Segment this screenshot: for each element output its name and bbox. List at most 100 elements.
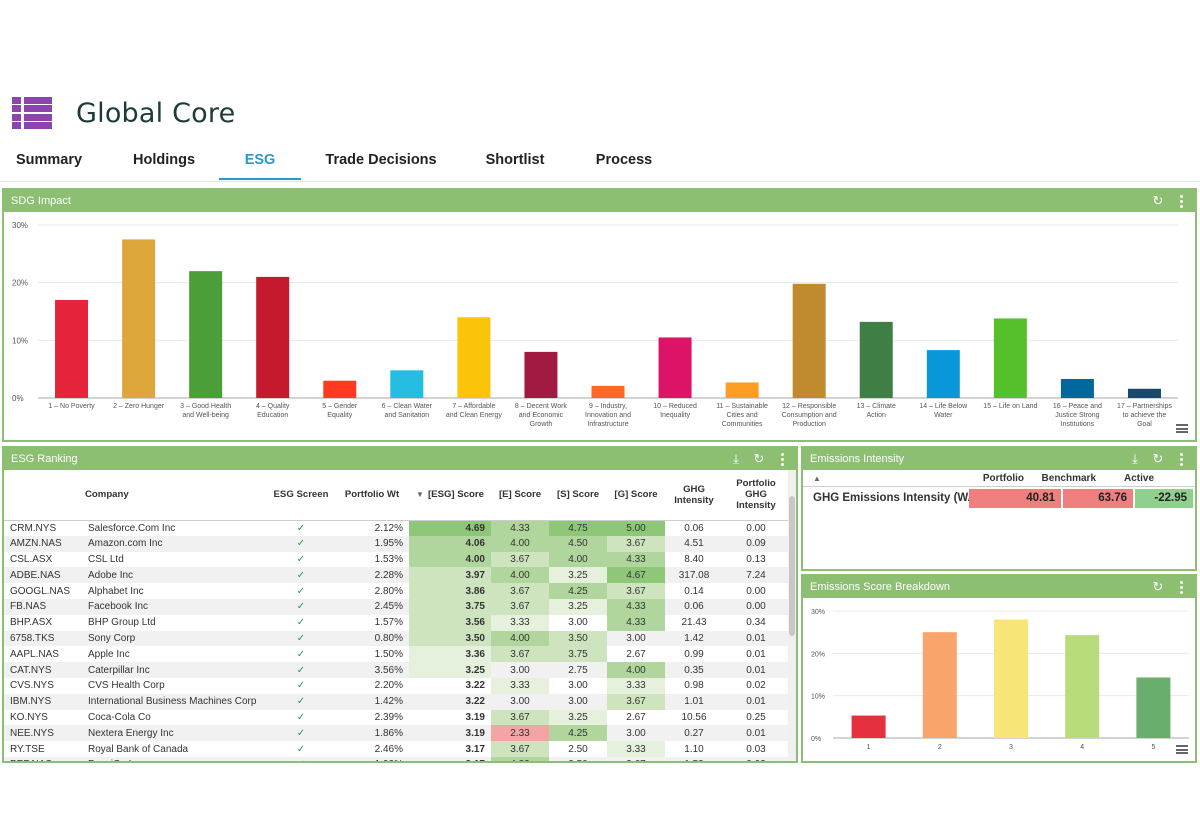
bar[interactable] bbox=[256, 276, 290, 398]
ghg-intensity-cell: 10.56 bbox=[681, 711, 707, 723]
ticker-cell: CAT.NYS bbox=[4, 662, 82, 678]
column-header-esg-score[interactable]: ▼ [ESG] Score bbox=[409, 470, 491, 521]
portfolio-ghg-cell: 0.01 bbox=[723, 693, 788, 710]
vertical-scrollbar[interactable] bbox=[788, 470, 796, 761]
portfolio-wt-cell: 2.80% bbox=[374, 585, 403, 597]
column-header-s-score[interactable]: [S] Score bbox=[549, 470, 607, 521]
bar[interactable] bbox=[1060, 378, 1094, 398]
bar[interactable] bbox=[851, 715, 886, 738]
sdg-bar-chart: 30% 20% 10% 0% 1 – No Poverty 2 – Zero Hunger… bbox=[12, 221, 1178, 428]
table-row[interactable]: CRM.NYS Salesforce.Com Inc ✓ 2.12% 4.69 4.33 4… bbox=[4, 520, 788, 536]
bar[interactable] bbox=[390, 370, 424, 398]
table-row[interactable]: GOOGL.NAS Alphabet Inc ✓ 2.80% 3.86 3.67 4.25 3… bbox=[4, 583, 788, 599]
more-options-icon[interactable] bbox=[1175, 580, 1187, 594]
column-header-company[interactable]: Company bbox=[82, 470, 267, 521]
s-score-cell: 3.00 bbox=[549, 693, 607, 710]
refresh-icon[interactable]: ↻ bbox=[753, 451, 765, 466]
chart-menu-icon[interactable] bbox=[1176, 745, 1188, 754]
bar[interactable] bbox=[922, 632, 957, 738]
g-score-cell: 5.00 bbox=[607, 520, 665, 536]
check-icon: ✓ bbox=[267, 662, 335, 678]
tab-process[interactable]: Process bbox=[595, 152, 653, 168]
ghg-intensity-cell: 0.99 bbox=[684, 648, 704, 660]
table-row[interactable]: 6758.TKS Sony Corp ✓ 0.80% 3.50 4.00 3.50 3.00 1… bbox=[4, 630, 788, 647]
panel-header: SDG Impact ↻ bbox=[4, 190, 1195, 212]
tab-summary[interactable]: Summary bbox=[15, 152, 83, 168]
bar[interactable] bbox=[926, 350, 960, 398]
bar[interactable] bbox=[55, 299, 89, 398]
emissions-score-breakdown-panel: Emissions Score Breakdown ↻ 30% 20% 10% 0% 1… bbox=[801, 574, 1197, 763]
bar[interactable] bbox=[591, 385, 625, 398]
bar[interactable] bbox=[792, 283, 826, 398]
table-row[interactable]: KO.NYS Coca-Cola Co ✓ 2.39% 3.19 3.67 3.25 2.67… bbox=[4, 709, 788, 726]
table-row[interactable]: CVS.NYS CVS Health Corp ✓ 2.20% 3.22 3.33 3.00… bbox=[4, 677, 788, 694]
panel-header: Emissions Intensity ⤓ ↻ bbox=[803, 448, 1195, 470]
table-row[interactable]: IBM.NYS International Business Machines C… bbox=[4, 693, 788, 710]
bar[interactable] bbox=[323, 380, 357, 398]
ghg-intensity-cell: 1.53 bbox=[665, 756, 723, 761]
download-icon[interactable]: ⤓ bbox=[733, 451, 739, 466]
esg-ranking-panel: ESG Ranking ⤓ ↻ Company ESG Screen Portf… bbox=[2, 446, 798, 763]
e-score-cell: 3.67 bbox=[491, 551, 549, 568]
ticker-cell: FB.NAS bbox=[4, 598, 82, 615]
e-score-cell: 3.67 bbox=[491, 741, 549, 757]
chart-menu-icon[interactable] bbox=[1176, 424, 1188, 433]
download-icon[interactable]: ⤓ bbox=[1132, 451, 1138, 466]
table-row[interactable]: BHP.ASX BHP Group Ltd ✓ 1.57% 3.56 3.33 3.00 4.… bbox=[4, 614, 788, 631]
table-row[interactable]: ADBE.NAS Adobe Inc ✓ 2.28% 3.97 4.00 3.25 4.67 3… bbox=[4, 567, 788, 584]
tab-holdings[interactable]: Holdings bbox=[132, 152, 196, 168]
bar[interactable] bbox=[189, 271, 223, 398]
scrollbar-thumb[interactable] bbox=[789, 496, 795, 636]
more-options-icon[interactable] bbox=[776, 452, 788, 466]
app-header: Global Core bbox=[12, 96, 235, 130]
sort-asc-icon[interactable]: ▲ bbox=[813, 473, 821, 483]
table-row[interactable]: RY.TSE Royal Bank of Canada ✓ 2.46% 3.17 3.67… bbox=[4, 741, 788, 757]
x-tick-label: 3 bbox=[1009, 744, 1013, 751]
tab-trade-decisions[interactable]: Trade Decisions bbox=[325, 152, 437, 168]
table-row[interactable]: CSL.ASX CSL Ltd ✓ 1.53% 4.00 3.67 4.00 4.33 8.40… bbox=[4, 551, 788, 568]
refresh-icon[interactable]: ↻ bbox=[1152, 451, 1164, 466]
check-icon: ✓ bbox=[267, 630, 335, 647]
panel-title: Emissions Score Breakdown bbox=[810, 581, 951, 593]
table-row[interactable]: AAPL.NAS Apple Inc ✓ 1.50% 3.36 3.67 3.75 2.67 0… bbox=[4, 646, 788, 663]
more-options-icon[interactable] bbox=[1175, 452, 1187, 466]
portfolio-value: 40.81 bbox=[969, 489, 1061, 508]
table-row[interactable]: NEE.NYS Nextera Energy Inc ✓ 1.86% 3.19 2.33 4… bbox=[4, 725, 788, 742]
column-header-e-score[interactable]: [E] Score bbox=[491, 470, 549, 521]
bar[interactable] bbox=[658, 337, 692, 398]
bar[interactable] bbox=[1136, 677, 1171, 738]
bar[interactable] bbox=[1127, 388, 1161, 398]
column-header-ghg-intensity[interactable]: GHG Intensity bbox=[665, 470, 723, 521]
column-header-esg-screen[interactable]: ESG Screen bbox=[267, 470, 335, 521]
bar[interactable] bbox=[993, 318, 1027, 398]
table-row[interactable]: PEP.NASPepsiCo Inc✓1.93%3.174.332.502.67… bbox=[4, 756, 788, 761]
bar[interactable] bbox=[994, 619, 1028, 738]
panel-header: ESG Ranking ⤓ ↻ bbox=[4, 448, 796, 470]
column-header-portfolio-ghg[interactable]: Portfolio GHG Intensity bbox=[723, 470, 788, 521]
ticker-cell: IBM.NYS bbox=[4, 693, 82, 710]
ghg-intensity-cell: 0.35 bbox=[665, 662, 723, 678]
table-row[interactable]: AMZN.NAS Amazon.com Inc ✓ 1.95% 4.06 4.00 4.50… bbox=[4, 535, 788, 552]
column-header-portfolio-wt[interactable]: Portfolio Wt bbox=[335, 470, 409, 521]
e-score-cell: 2.33 bbox=[491, 725, 549, 742]
table-row[interactable]: FB.NAS Facebook Inc ✓ 2.45% 3.75 3.67 3.25 4.33… bbox=[4, 598, 788, 615]
refresh-icon[interactable]: ↻ bbox=[1152, 579, 1164, 594]
bar[interactable] bbox=[859, 321, 893, 398]
bar[interactable] bbox=[725, 382, 759, 398]
bar[interactable] bbox=[457, 317, 491, 398]
esg-score-cell: 3.86 bbox=[409, 583, 491, 599]
more-options-icon[interactable] bbox=[1175, 194, 1187, 208]
y-tick-label: 10% bbox=[811, 694, 825, 701]
tab-esg[interactable]: ESG bbox=[219, 142, 301, 180]
page-title: Global Core bbox=[76, 97, 236, 129]
bar[interactable] bbox=[122, 239, 156, 398]
column-header-g-score[interactable]: [G] Score bbox=[607, 470, 665, 521]
bar[interactable] bbox=[524, 351, 558, 398]
refresh-icon[interactable]: ↻ bbox=[1152, 193, 1164, 208]
tab-shortlist[interactable]: Shortlist bbox=[485, 152, 545, 168]
bar[interactable] bbox=[1065, 635, 1100, 738]
table-row[interactable]: CAT.NYS Caterpillar Inc ✓ 3.56% 3.25 3.00 2.75… bbox=[4, 662, 788, 678]
s-score-cell: 2.75 bbox=[549, 662, 607, 678]
check-icon: ✓ bbox=[267, 693, 335, 710]
e-score-cell: 3.67 bbox=[491, 709, 549, 726]
